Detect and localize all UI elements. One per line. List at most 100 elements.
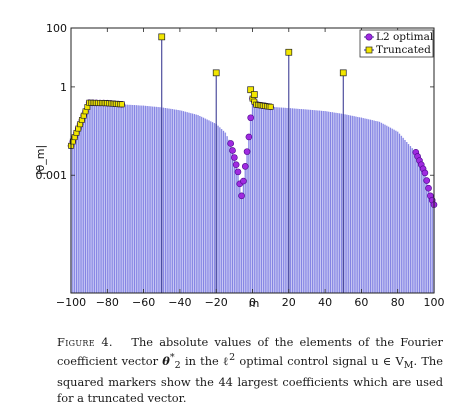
- bar-fill-m-31: [195, 114, 198, 293]
- bar-fill-m33: [311, 110, 314, 294]
- l2-point-m-8: [234, 168, 242, 176]
- bar-fill-m-61: [140, 105, 143, 293]
- bar-fill-m29: [304, 109, 307, 293]
- bar-fill-m14: [277, 107, 279, 293]
- caption-text-2: in the ℓ: [184, 353, 230, 368]
- bar-fill-m-83: [100, 103, 103, 293]
- bar-fill-m-40: [179, 110, 181, 293]
- bar-fill-m86: [407, 144, 410, 293]
- bar-fill-m-55: [151, 106, 154, 293]
- bar-fill-m97: [427, 188, 430, 293]
- bar-fill-m-16: [222, 130, 225, 293]
- bar-fill-m47: [336, 113, 339, 293]
- bar-fill-m-74: [117, 104, 120, 293]
- bar-fill-m35: [315, 110, 317, 293]
- bar-fill-m-57: [148, 106, 150, 293]
- bar-fill-m72: [382, 123, 385, 294]
- bar-fill-m43: [329, 112, 332, 294]
- truncated-point-m-72: [118, 101, 125, 108]
- caption-text-1: The absolute values of the elements of t…: [57, 335, 443, 368]
- caption-symbol-sup: *: [169, 352, 175, 363]
- bar-fill-m48: [338, 113, 341, 294]
- caption-symbol: θ: [162, 353, 170, 368]
- bar-fill-m-21: [213, 123, 216, 293]
- x-tick-label--100: −100: [56, 296, 86, 309]
- bar-fill-m-45: [169, 108, 172, 294]
- bar-fill-m53: [347, 115, 350, 293]
- bar-fill-m-19: [217, 125, 219, 293]
- bar-fill-m0: [251, 98, 254, 293]
- bar-fill-m99: [431, 200, 434, 293]
- bar-fill-m-60: [142, 105, 145, 293]
- bar-fill-m37: [318, 110, 321, 293]
- bar-fill-m41: [326, 111, 328, 293]
- bar-fill-m4: [258, 105, 261, 294]
- bar-fill-m-47: [166, 108, 169, 293]
- bar-fill-m57: [355, 116, 357, 293]
- bar-fill-m71: [380, 122, 383, 293]
- bar-fill-m1: [253, 101, 256, 293]
- l2-point-m-3: [243, 148, 251, 155]
- bar-fill-m-88: [91, 102, 94, 293]
- truncated-point-center-m-1: [247, 86, 255, 94]
- bar-fill-m-84: [99, 102, 101, 293]
- bar-fill-m-64: [135, 105, 138, 294]
- bar-fill-m-80: [106, 103, 109, 293]
- l2-point-m-1: [247, 114, 254, 122]
- bar-fill-m58: [356, 116, 359, 293]
- bar-fill-m-82: [102, 103, 105, 293]
- legend-label-l2: L2 optimal: [376, 31, 434, 43]
- bar-fill-m-63: [137, 105, 140, 294]
- truncated-stems-group: [161, 36, 344, 293]
- bar-fill-m-8: [237, 171, 239, 293]
- bar-fill-m-38: [182, 111, 185, 293]
- bar-fill-m-62: [139, 105, 141, 293]
- bar-fill-m89: [413, 150, 415, 293]
- bar-fill-m-90: [88, 102, 91, 293]
- bar-fill-m38: [320, 110, 323, 294]
- bar-fill-m-92: [84, 111, 87, 294]
- caption-space-sub: M: [403, 360, 414, 372]
- bar-fill-m19: [286, 107, 288, 293]
- bar-fill-m54: [349, 115, 352, 293]
- truncated-point-m50: [339, 69, 347, 77]
- bar-fill-m-87: [93, 102, 96, 293]
- bar-fill-m63: [365, 118, 368, 293]
- l2-point-m95: [421, 169, 429, 177]
- bar-fill-m3: [257, 104, 259, 293]
- l2-point-m-12: [227, 140, 235, 147]
- bar-fill-m-49: [162, 107, 165, 293]
- l2-point-m-5: [240, 177, 247, 185]
- bar-fill-m91: [416, 156, 419, 293]
- bar-fill-m-58: [146, 106, 149, 293]
- bar-fill-m-29: [198, 116, 201, 293]
- l2-point-m-4: [241, 163, 249, 170]
- bar-fill-m-13: [228, 139, 230, 293]
- caption-text-3: optimal control signal u ∈ V: [239, 353, 404, 368]
- bar-fill-m-99: [71, 141, 74, 293]
- bar-fill-m65: [369, 119, 372, 293]
- bar-fill-m-69: [126, 104, 129, 293]
- bar-fill-m23: [293, 108, 296, 293]
- bar-fill-m32: [309, 109, 312, 293]
- bar-fill-m77: [391, 128, 394, 293]
- bar-fill-m-37: [184, 111, 187, 293]
- bar-fill-m87: [409, 146, 412, 293]
- bar-fill-m-54: [153, 106, 156, 293]
- bar-fill-m17: [282, 107, 285, 293]
- bar-fill-m-46: [168, 108, 170, 293]
- caption-symbol-sub: 2: [174, 360, 181, 372]
- bar-fill-m67: [373, 120, 376, 293]
- bar-fill-m-42: [175, 109, 178, 293]
- bar-fill-m-70: [124, 104, 127, 293]
- bar-fill-m-30: [197, 115, 199, 293]
- bar-fill-m9: [267, 106, 270, 293]
- bar-fill-m27: [300, 109, 303, 293]
- bar-fill-m-66: [131, 105, 134, 293]
- bar-fill-m66: [371, 120, 374, 293]
- bar-fill-m62: [364, 118, 366, 293]
- y-axis-label: |θ_m|: [34, 145, 47, 175]
- x-axis: −100 −80 −60 −40 −20 0 20 40 60 80 100: [56, 28, 445, 309]
- chart: −100 −80 −60 −40 −20 0 20 40 60 80 100 100 1 0.001 m…: [34, 22, 445, 310]
